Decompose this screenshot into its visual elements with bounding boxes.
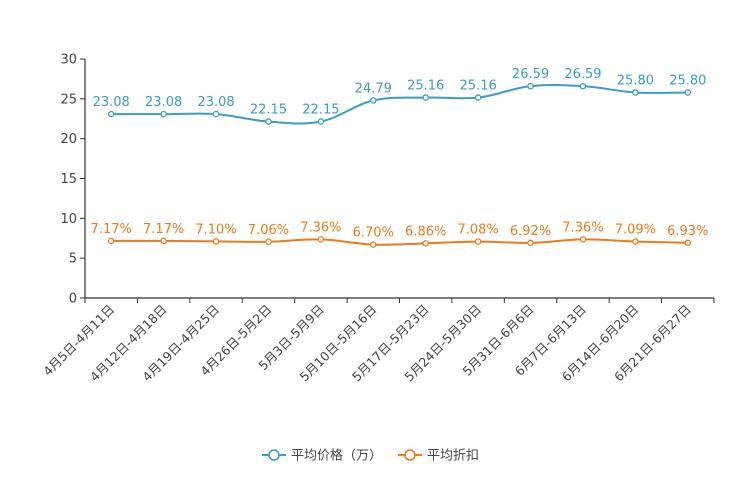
data-label: 25.16: [407, 79, 444, 94]
data-point: [474, 94, 482, 101]
legend-marker-icon: [404, 449, 416, 461]
legend-item-1[interactable]: 平均价格（万）: [262, 448, 382, 464]
data-point: [160, 237, 167, 245]
y-tick-label: 30: [60, 53, 77, 68]
data-label: 26.59: [512, 67, 549, 82]
data-label: 23.08: [93, 95, 130, 110]
data-point: [107, 237, 115, 245]
data-label: 7.08%: [457, 223, 498, 238]
legend-item-2[interactable]: 平均折扣: [398, 449, 479, 464]
y-tick-label: 25: [60, 92, 77, 107]
data-point: [317, 118, 325, 125]
data-point: [422, 94, 429, 101]
data-label: 26.59: [564, 67, 601, 82]
data-point: [317, 236, 325, 243]
data-point: [527, 239, 534, 247]
series-1: 23.08 23.08 23.08 22.15 22.15 24.79 25.16 25.16…: [93, 67, 706, 125]
data-label: 25.80: [617, 73, 654, 88]
data-label: 7.17%: [143, 222, 184, 237]
y-tick-label: 20: [60, 132, 77, 147]
data-label: 22.15: [302, 103, 339, 118]
data-point: [107, 110, 115, 118]
axes: 0510152025304月5日-4月11日4月12日-4月18日4月19日-4…: [40, 53, 715, 384]
data-label: 7.17%: [91, 222, 132, 237]
data-label: 7.06%: [248, 223, 289, 238]
y-tick-label: 0: [69, 292, 77, 307]
data-point: [474, 238, 482, 245]
data-point: [212, 110, 220, 118]
data-label: 23.08: [197, 95, 234, 110]
data-label: 22.15: [250, 103, 287, 118]
data-point: [422, 240, 429, 247]
data-point: [684, 239, 692, 247]
data-label: 7.10%: [195, 222, 236, 237]
legend[interactable]: 平均价格（万） 平均折扣: [262, 448, 479, 464]
series-2: 7.17% 7.17% 7.10% 7.06% 7.36% 6.70% 6.86% 7.08%…: [91, 220, 708, 248]
series-layer: 23.08 23.08 23.08 22.15 22.15 24.79 25.16 25.16…: [91, 67, 708, 248]
data-point: [265, 118, 272, 125]
data-point: [632, 238, 639, 245]
data-label: 7.09%: [615, 223, 656, 238]
data-point: [579, 236, 587, 243]
data-label: 7.36%: [562, 220, 603, 235]
series-line: [111, 83, 688, 125]
data-label: 7.36%: [300, 220, 341, 235]
data-point: [579, 82, 587, 90]
series-line: [111, 238, 688, 246]
legend-label: 平均价格（万）: [291, 448, 382, 464]
data-label: 6.70%: [353, 226, 394, 241]
data-point: [160, 110, 167, 118]
data-label: 25.80: [669, 73, 706, 88]
data-label: 24.79: [355, 82, 392, 97]
legend-marker-icon: [268, 449, 280, 461]
legend-label: 平均折扣: [427, 449, 479, 464]
data-point: [527, 82, 534, 90]
data-point: [684, 89, 692, 96]
y-tick-label: 5: [69, 252, 77, 267]
data-point: [370, 241, 377, 248]
data-point: [265, 238, 272, 246]
data-point: [212, 238, 220, 245]
data-label: 6.86%: [405, 224, 446, 239]
data-label: 6.93%: [667, 224, 708, 239]
data-point: [632, 89, 639, 96]
data-label: 23.08: [145, 95, 182, 110]
y-tick-label: 10: [60, 212, 77, 227]
data-point: [370, 97, 377, 104]
data-label: 6.92%: [510, 224, 551, 239]
data-label: 25.16: [460, 79, 497, 94]
y-tick-label: 15: [60, 172, 77, 187]
